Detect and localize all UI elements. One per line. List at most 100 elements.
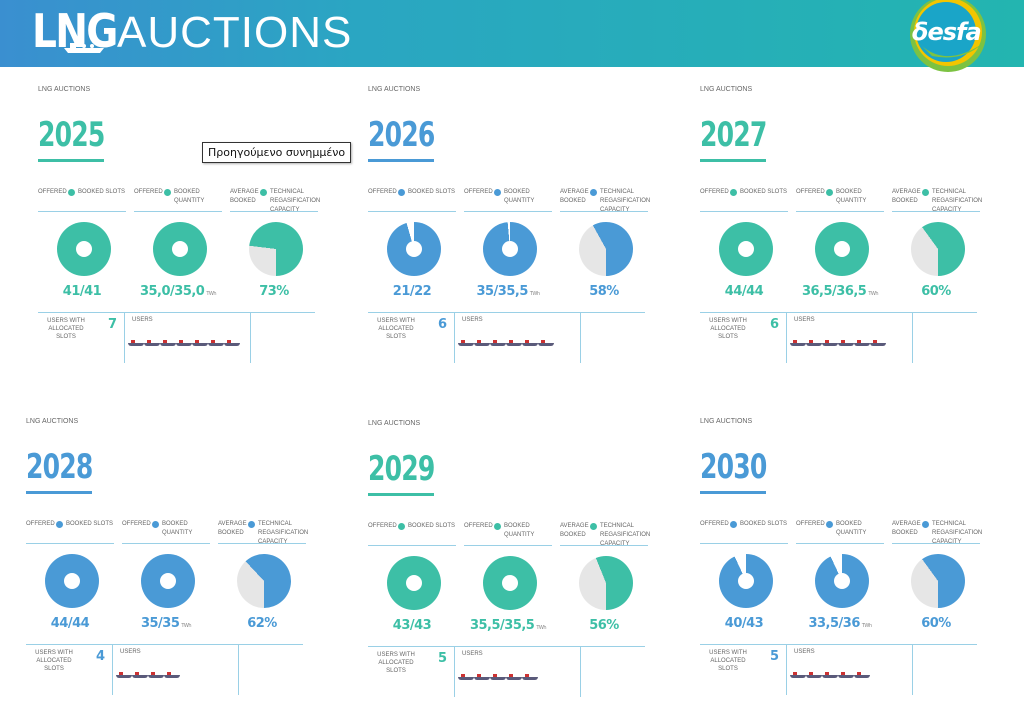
lng-ship-icon <box>224 340 240 348</box>
lng-ship-icon <box>790 340 806 348</box>
users-row: USERS WITH ALLOCATED SLOTS 5 USERS <box>700 644 977 695</box>
lng-ship-icons <box>458 669 538 681</box>
year-underline <box>368 159 434 162</box>
header-right-label: TECHNICAL REGASIFICATION CAPACITY <box>258 521 309 545</box>
capacity-chart <box>569 212 643 286</box>
booked-slots-header: OFFERED BOOKED SLOTS <box>700 518 788 544</box>
booked-quantity-value: 35/35 TWh <box>122 616 210 631</box>
users-label: USERS <box>794 649 815 655</box>
lng-ship-icons <box>128 335 240 347</box>
lng-ship-icon <box>474 674 490 682</box>
booked-quantity-header: OFFERED BOOKED QUANTITY <box>464 186 552 212</box>
auction-panel-2025: LNG AUCTIONS 2025 OFFERED BOOKED SLOTS 41/41… <box>38 86 328 363</box>
booked-slots-value: 44/44 <box>700 284 788 299</box>
users-label: USERS <box>120 649 141 655</box>
lng-ship-icon <box>164 672 180 680</box>
users-count: 6 <box>438 317 448 332</box>
users-count: 4 <box>96 649 106 664</box>
booked-quantity-chart <box>153 222 207 276</box>
vs-dot-icon <box>590 189 597 196</box>
vs-dot-icon <box>730 521 737 528</box>
lng-ship-icon <box>116 672 132 680</box>
divider <box>112 645 113 695</box>
capacity-header: AVERAGE BOOKED TECHNICAL REGASIFICATION C… <box>892 518 982 545</box>
divider <box>580 313 581 363</box>
booked-slots-value-text: 41/41 <box>62 284 102 299</box>
year-underline <box>38 159 104 162</box>
booked-slots-value-text: 40/43 <box>724 616 764 631</box>
capacity-header: AVERAGE BOOKED TECHNICAL REGASIFICATION C… <box>560 520 650 547</box>
lng-ship-icons <box>116 667 180 679</box>
lng-ship-icon <box>822 672 838 680</box>
header-right-label: BOOKED SLOTS <box>408 523 456 529</box>
booked-quantity-value: 33,5/36 TWh <box>796 616 884 631</box>
capacity-value-text: 62% <box>247 616 277 631</box>
header-left-label: AVERAGE BOOKED <box>892 521 921 536</box>
lng-ship-icon <box>854 672 870 680</box>
capacity-value-text: 58% <box>589 284 619 299</box>
lng-ship-icon <box>522 340 538 348</box>
lng-ship-icons <box>790 667 870 679</box>
capacity-value: 56% <box>560 618 648 633</box>
users-with-slots-label: USERS WITH ALLOCATED SLOTS <box>709 650 747 672</box>
lng-ship-icon <box>474 340 490 348</box>
booked-slots-header: OFFERED BOOKED SLOTS <box>700 186 788 212</box>
year-underline <box>26 491 92 494</box>
booked-quantity-header: OFFERED BOOKED QUANTITY <box>796 186 884 212</box>
booked-slots-header: OFFERED BOOKED SLOTS <box>26 518 114 544</box>
vs-dot-icon <box>398 523 405 530</box>
divider <box>124 313 125 363</box>
capacity-chart <box>570 547 642 619</box>
panel-year: 2029 <box>368 449 435 489</box>
lng-ship-icon <box>522 674 538 682</box>
capacity-chart <box>900 211 976 287</box>
unit-label: TWh <box>206 291 217 297</box>
booked-quantity-value: 35,0/35,0 TWh <box>134 284 222 299</box>
divider <box>580 647 581 697</box>
booked-slots-chart <box>387 556 441 610</box>
capacity-header: AVERAGE BOOKED TECHNICAL REGASIFICATION C… <box>218 518 309 545</box>
header-right-label: BOOKED SLOTS <box>740 189 788 195</box>
divider <box>454 313 455 363</box>
lng-ship-icon <box>838 672 854 680</box>
panel-year: 2030 <box>700 447 767 487</box>
auction-panel-2027: LNG AUCTIONS 2027 OFFERED BOOKED SLOTS 44/44… <box>700 86 990 363</box>
booked-slots-chart <box>57 222 111 276</box>
vs-dot-icon <box>56 521 63 528</box>
capacity-header: AVERAGE BOOKED TECHNICAL REGASIFICATION C… <box>230 186 320 213</box>
booked-slots-header: OFFERED BOOKED SLOTS <box>38 186 126 212</box>
lng-ship-icon <box>458 674 474 682</box>
divider <box>454 647 455 697</box>
lng-ship-icon <box>838 340 854 348</box>
vs-dot-icon <box>494 523 501 530</box>
booked-quantity-chart <box>483 556 537 610</box>
header-right-label: BOOKED SLOTS <box>66 521 114 527</box>
header-left-label: OFFERED <box>700 521 729 527</box>
users-with-slots-label: USERS WITH ALLOCATED SLOTS <box>377 318 415 340</box>
vs-dot-icon <box>826 521 833 528</box>
unit-label: TWh <box>181 623 192 629</box>
lng-ship-icon <box>822 340 838 348</box>
booked-slots-value: 44/44 <box>26 616 114 631</box>
lng-ship-icon <box>538 340 554 348</box>
users-count: 5 <box>770 649 780 664</box>
booked-quantity-header: OFFERED BOOKED QUANTITY <box>464 520 552 546</box>
header-right-label: TECHNICAL REGASIFICATION CAPACITY <box>600 189 651 213</box>
users-with-slots-label: USERS WITH ALLOCATED SLOTS <box>709 318 747 340</box>
header-left-label: OFFERED <box>38 189 67 195</box>
booked-quantity-chart <box>483 222 537 276</box>
lng-ship-icon <box>160 340 176 348</box>
lng-ship-icon <box>192 340 208 348</box>
divider <box>238 645 239 695</box>
header-left-label: OFFERED <box>368 189 397 195</box>
year-underline <box>368 493 434 496</box>
header-right-label: BOOKED SLOTS <box>78 189 126 195</box>
users-label: USERS <box>462 651 483 657</box>
header-left-label: AVERAGE BOOKED <box>218 521 247 536</box>
header-right-label: BOOKED QUANTITY <box>174 189 205 204</box>
vs-dot-icon <box>494 189 501 196</box>
booked-slots-chart <box>387 222 441 276</box>
lng-ship-icon <box>790 672 806 680</box>
panel-year: 2028 <box>26 447 93 487</box>
panel-year: 2027 <box>700 115 767 155</box>
